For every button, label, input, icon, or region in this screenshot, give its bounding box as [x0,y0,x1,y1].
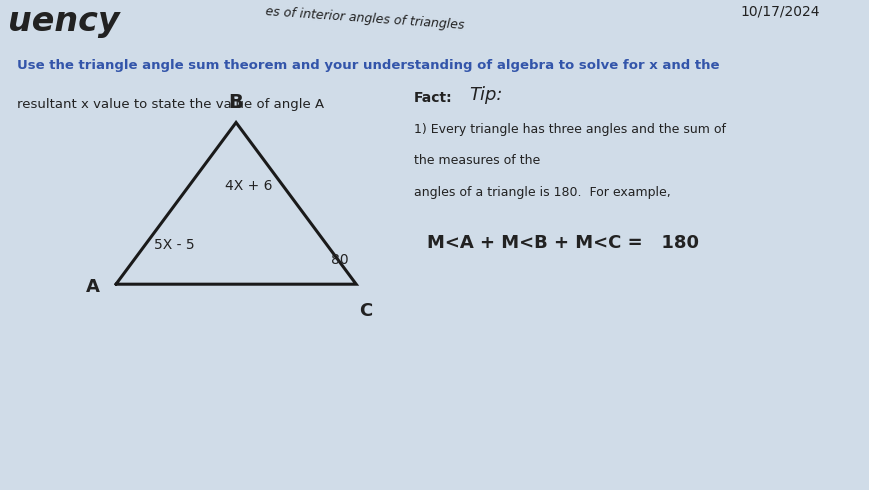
Text: Tip:: Tip: [469,86,502,104]
Text: A: A [86,278,100,295]
Text: Fact:: Fact: [414,91,452,105]
Text: 5X - 5: 5X - 5 [154,238,194,252]
Text: C: C [359,302,372,320]
Text: resultant x value to state the value of angle A: resultant x value to state the value of … [17,98,323,111]
Text: Use the triangle angle sum theorem and your understanding of algebra to solve fo: Use the triangle angle sum theorem and y… [17,59,719,72]
Text: 4X + 6: 4X + 6 [224,179,272,193]
Text: 1) Every triangle has three angles and the sum of: 1) Every triangle has three angles and t… [414,122,726,136]
Text: B: B [229,94,243,112]
Text: angles of a triangle is 180.  For example,: angles of a triangle is 180. For example… [414,186,670,199]
Text: es of interior angles of triangles: es of interior angles of triangles [264,5,464,32]
Text: 80: 80 [330,253,348,267]
Text: uency: uency [9,5,120,38]
Text: 10/17/2024: 10/17/2024 [740,5,819,19]
Text: the measures of the: the measures of the [414,154,540,168]
Text: M<A + M<B + M<C =   180: M<A + M<B + M<C = 180 [426,234,698,252]
